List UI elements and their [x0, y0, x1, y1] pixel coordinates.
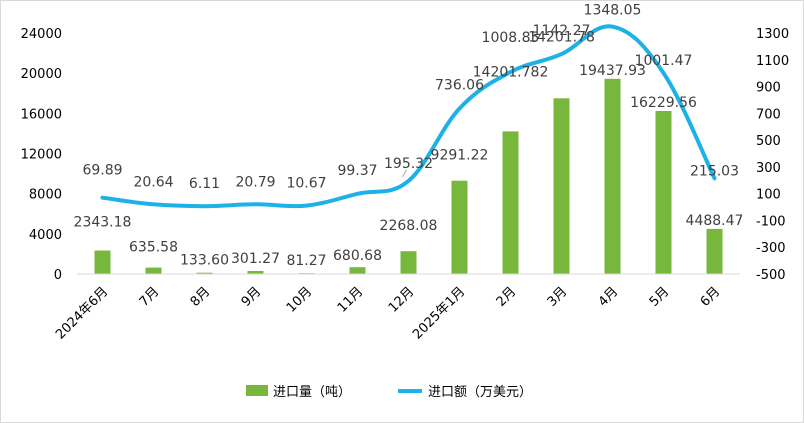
- line-data-label-12: 215.03: [690, 163, 739, 179]
- bar-1: [145, 267, 162, 274]
- bar-5: [349, 267, 366, 274]
- bar-12: [706, 228, 723, 274]
- line-data-label-11: 1001.47: [635, 53, 693, 69]
- bar-data-label-8: 14201.782: [473, 64, 549, 80]
- legend: 进口量（吨） 进口额（万美元）: [246, 385, 532, 400]
- y-right-tick-label: 100: [756, 188, 781, 203]
- y-right-tick-label: 300: [756, 161, 781, 176]
- bar-data-label-2: 133.60: [180, 253, 229, 269]
- y-right-tick-label: 1100: [756, 54, 789, 69]
- y-right-tick-label: 1300: [756, 27, 789, 42]
- line-data-label-5: 99.37: [337, 163, 377, 179]
- y-left-tick-label: 8000: [29, 188, 62, 203]
- bar-3: [247, 271, 264, 274]
- legend-label-line: 进口额（万美元）: [428, 385, 532, 400]
- bar-data-label-3: 301.27: [231, 251, 280, 267]
- bar-data-label-5: 680.68: [333, 248, 382, 264]
- y-left-tick-label: 20000: [21, 67, 62, 82]
- bar-data-label-7: 9291.22: [431, 148, 489, 164]
- line-data-label-0: 69.89: [82, 163, 122, 179]
- y-right-tick-label: -100: [756, 214, 786, 229]
- legend-label-bar: 进口量（吨）: [273, 385, 351, 400]
- bar-2: [196, 272, 213, 274]
- line-data-label-2: 6.11: [189, 176, 220, 192]
- line-data-label-3: 20.79: [235, 174, 275, 190]
- bars-layer: [94, 78, 723, 274]
- line-data-label-10: 1348.05: [584, 3, 642, 19]
- line-series: [100, 24, 717, 209]
- bar-11: [655, 111, 672, 274]
- line-data-label-6: 195.32: [384, 156, 433, 172]
- y-left-tick-label: 24000: [21, 27, 62, 42]
- bar-0: [94, 250, 111, 274]
- line-data-label-9: 1142.27: [533, 23, 591, 39]
- bar-8: [502, 131, 519, 274]
- bar-data-label-4: 81.27: [286, 253, 326, 269]
- line-data-label-4: 10.67: [286, 176, 326, 192]
- bar-data-label-10: 19437.93: [579, 63, 646, 79]
- bar-data-label-6: 2268.08: [380, 218, 438, 234]
- y-left-tick-label: 0: [54, 268, 62, 283]
- y-right-tick-label: 700: [756, 107, 781, 122]
- line-data-label-7: 736.06: [435, 78, 484, 94]
- y-left-tick-label: 12000: [21, 148, 62, 163]
- line-layer: [100, 24, 717, 209]
- y-right-tick-label: -300: [756, 241, 786, 256]
- bar-10: [604, 78, 621, 274]
- line-data-label-8: 1008.85: [482, 30, 540, 46]
- bar-data-label-9: 14201.78: [528, 29, 595, 45]
- bar-data-label-0: 2343.18: [74, 215, 132, 231]
- bar-data-label-1: 635.58: [129, 240, 178, 256]
- bar-data-label-12: 4488.47: [686, 213, 744, 229]
- bar-6: [400, 251, 417, 274]
- bar-7: [451, 180, 468, 274]
- bar-9: [553, 98, 570, 274]
- bar-data-label-11: 16229.56: [630, 95, 697, 111]
- label-leader-line: [402, 169, 407, 178]
- y-right-tick-label: 900: [756, 81, 781, 96]
- y-left-tick-label: 4000: [29, 228, 62, 243]
- legend-swatch-bar: [246, 385, 268, 396]
- y-left-tick-label: 16000: [21, 107, 62, 122]
- y-right-tick-label: 500: [756, 134, 781, 149]
- line-data-label-1: 20.64: [133, 174, 173, 190]
- y-right-tick-label: -500: [756, 268, 786, 283]
